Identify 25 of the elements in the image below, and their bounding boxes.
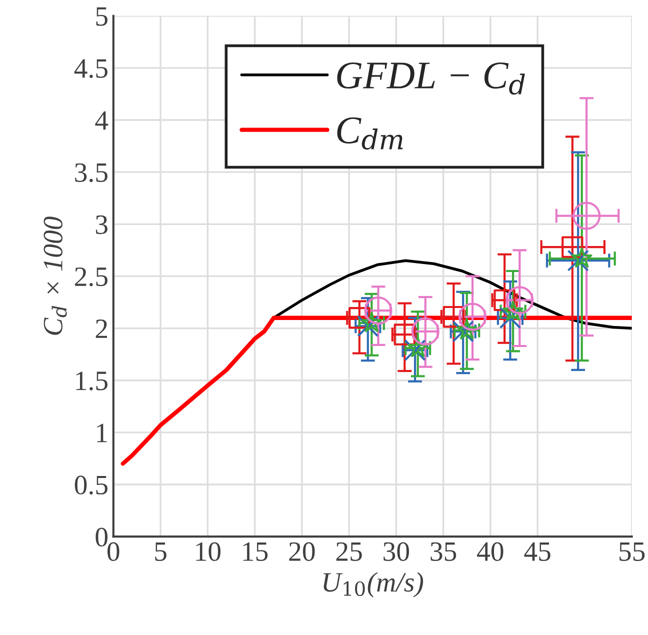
legend-label: C$_{dm}$: [337, 117, 403, 150]
y-tick-label: 3.5: [75, 163, 108, 182]
x-tick-label: 45: [524, 542, 550, 561]
x-tick-label: 40: [477, 542, 504, 561]
y-tick-label: 2.5: [75, 267, 108, 286]
y-tick-label: 0: [96, 528, 108, 546]
y-axis-title: C$_{d}$ × 1000: [44, 216, 67, 335]
x-tick-label: 25: [336, 542, 362, 561]
y-tick-label: 4.5: [74, 59, 108, 78]
x-tick-label: 5: [155, 542, 166, 561]
y-tick-label: 2: [96, 320, 108, 338]
x-tick-label: 35: [430, 542, 456, 561]
x-tick-label: 15: [243, 542, 268, 561]
x-tick-label: 30: [384, 542, 409, 561]
legend-label: GFDL − C$_{d}$: [337, 62, 525, 95]
y-tick-label: 1: [97, 424, 107, 442]
y-tick-label: 3: [96, 215, 108, 234]
y-tick-label: 5: [96, 7, 108, 26]
x-tick-label: 20: [289, 542, 315, 561]
y-tick-label: 0.5: [74, 476, 108, 495]
x-tick-label: 55: [620, 542, 645, 561]
x-tick-label: 10: [196, 542, 220, 561]
y-tick-label: 4: [95, 111, 108, 130]
x-axis-title: U$_{10}$(m/s): [324, 572, 424, 598]
y-tick-label: 1.5: [76, 372, 108, 390]
